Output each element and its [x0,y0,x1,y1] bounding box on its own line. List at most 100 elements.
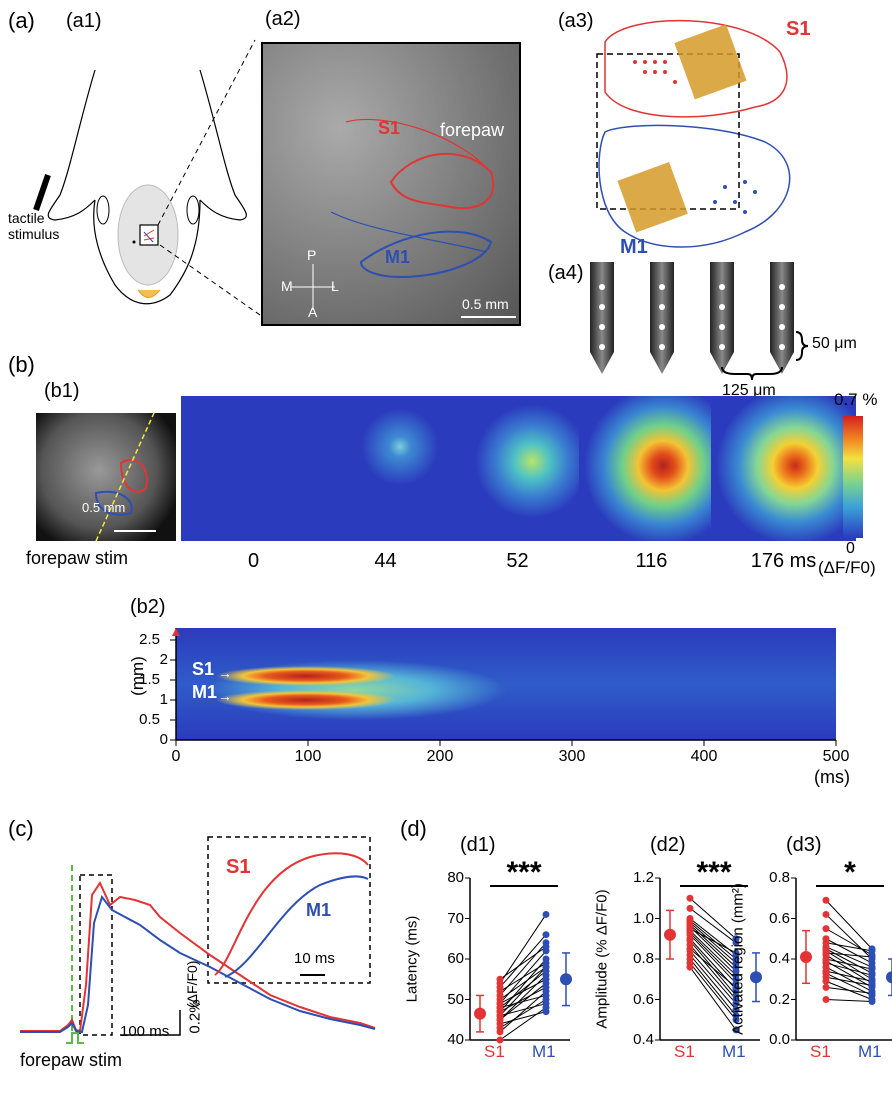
m1-point [732,949,740,957]
pair-line [499,986,547,1013]
m1-point [542,991,550,999]
colorbar [843,416,863,538]
b1-stim-label: forepaw stim [26,548,129,568]
category-s1: S1 [810,1042,831,1061]
b1-overlay [94,412,156,542]
category-s1: S1 [674,1042,695,1061]
significance-stars: *** [506,856,542,889]
y-tick-label: 0.6 [633,990,654,1008]
pair-line [689,897,737,940]
a3-s1-label: S1 [786,18,811,40]
frame-176ms [711,396,856,541]
panel-label-a1: (a1) [66,10,102,32]
b2-m1-label: M1 [192,682,218,702]
pair-line [689,926,737,972]
scatter-chart-1 [465,877,572,1044]
pair-line [689,924,737,968]
pair-line [499,962,547,992]
pair-line [499,978,547,1004]
a2-m1-label: M1 [385,247,411,267]
a2-forepaw-label: forepaw [440,120,505,140]
pair-line [825,948,873,974]
panel-label-a2: (a2) [265,8,301,30]
b2-xtick-label: 0 [171,748,181,765]
y-axis-label: Activated region (mm²) [729,883,747,1035]
pair-line [825,914,873,960]
m1-point [542,1000,550,1008]
pair-line [499,1007,547,1041]
pair-line [825,970,873,982]
m1-mean-marker [560,973,572,986]
cortex-outlines [291,118,516,318]
pair-line [499,1011,547,1025]
pair-line [689,962,737,1021]
pair-line [689,932,737,980]
colorbar-max: 0.7 % [834,390,878,409]
cortex-photo [261,42,521,326]
m1-point [868,953,876,961]
compass-a: A [308,304,318,320]
s1-point [686,904,694,912]
panel-label-d: (d) [400,816,427,841]
y-tick-label: 0.8 [769,869,790,886]
c-traces [20,836,376,1044]
y-tick-label: 60 [447,950,464,967]
s1-point [822,925,830,933]
m1-point [732,939,740,947]
b2-s1-arrow: → [218,665,232,681]
pair-line [825,899,873,950]
pair-line [689,934,737,984]
time-label-116: 116 [635,550,668,572]
a3-m1-label: M1 [620,236,648,258]
m1-point [542,1008,550,1016]
b1-scale-label: 0.5 mm [82,500,126,515]
m1-point [542,943,550,951]
frame-0ms [181,396,326,541]
b2-xtick-marks [175,740,837,746]
a4-vertical-spacing: 50 μm [812,335,857,352]
pair-line [689,948,737,988]
chart-title: (d2) [650,834,686,856]
s1-mean-marker [800,950,812,963]
probe-shanks [590,262,809,381]
m1-point [868,989,876,997]
b2-ytick-label: 2 [159,651,168,668]
m1-mean-marker [750,971,762,984]
category-s1: S1 [484,1042,505,1061]
y-axis-label: Latency (ms) [403,915,421,1003]
y-tick-label: 80 [447,869,464,886]
y-tick-label: 0.2 [769,990,790,1008]
b2-xtick-label: 300 [558,748,586,765]
y-tick-label: 1.2 [633,869,654,886]
b2-xtick-label: 100 [294,748,322,765]
m1-mean-marker [886,971,892,984]
y-tick-label: 0.6 [769,909,790,927]
compass-m: M [281,278,293,294]
y-tick-label: 50 [447,990,464,1008]
m1-point [732,983,740,991]
compass-l: L [331,278,339,294]
pair-line [825,950,873,980]
significance-stars: * [844,856,856,889]
stimulus-label: tactile stimulus [8,210,60,242]
m1-point [868,971,876,979]
s1-point [822,996,830,1003]
pair-line [689,954,737,1010]
chart-title: (d1) [460,834,496,856]
b2-heatmap [176,628,836,740]
category-m1: M1 [858,1042,882,1061]
b2-m1-arrow: → [218,688,232,704]
m1-point [868,947,876,955]
time-label-0: 0 [247,550,260,572]
c-time-scale: 100 ms [120,1023,170,1040]
pair-line [689,958,737,1017]
s1-point [686,963,694,971]
panel-label-a: (a) [8,8,35,33]
pair-line [825,972,873,996]
m1-point [732,1006,740,1014]
c-inset-scale: 10 ms [294,950,335,967]
panel-label-b1: (b1) [44,380,80,402]
y-tick-label: 0.8 [633,950,654,967]
pair-line [689,944,737,1000]
